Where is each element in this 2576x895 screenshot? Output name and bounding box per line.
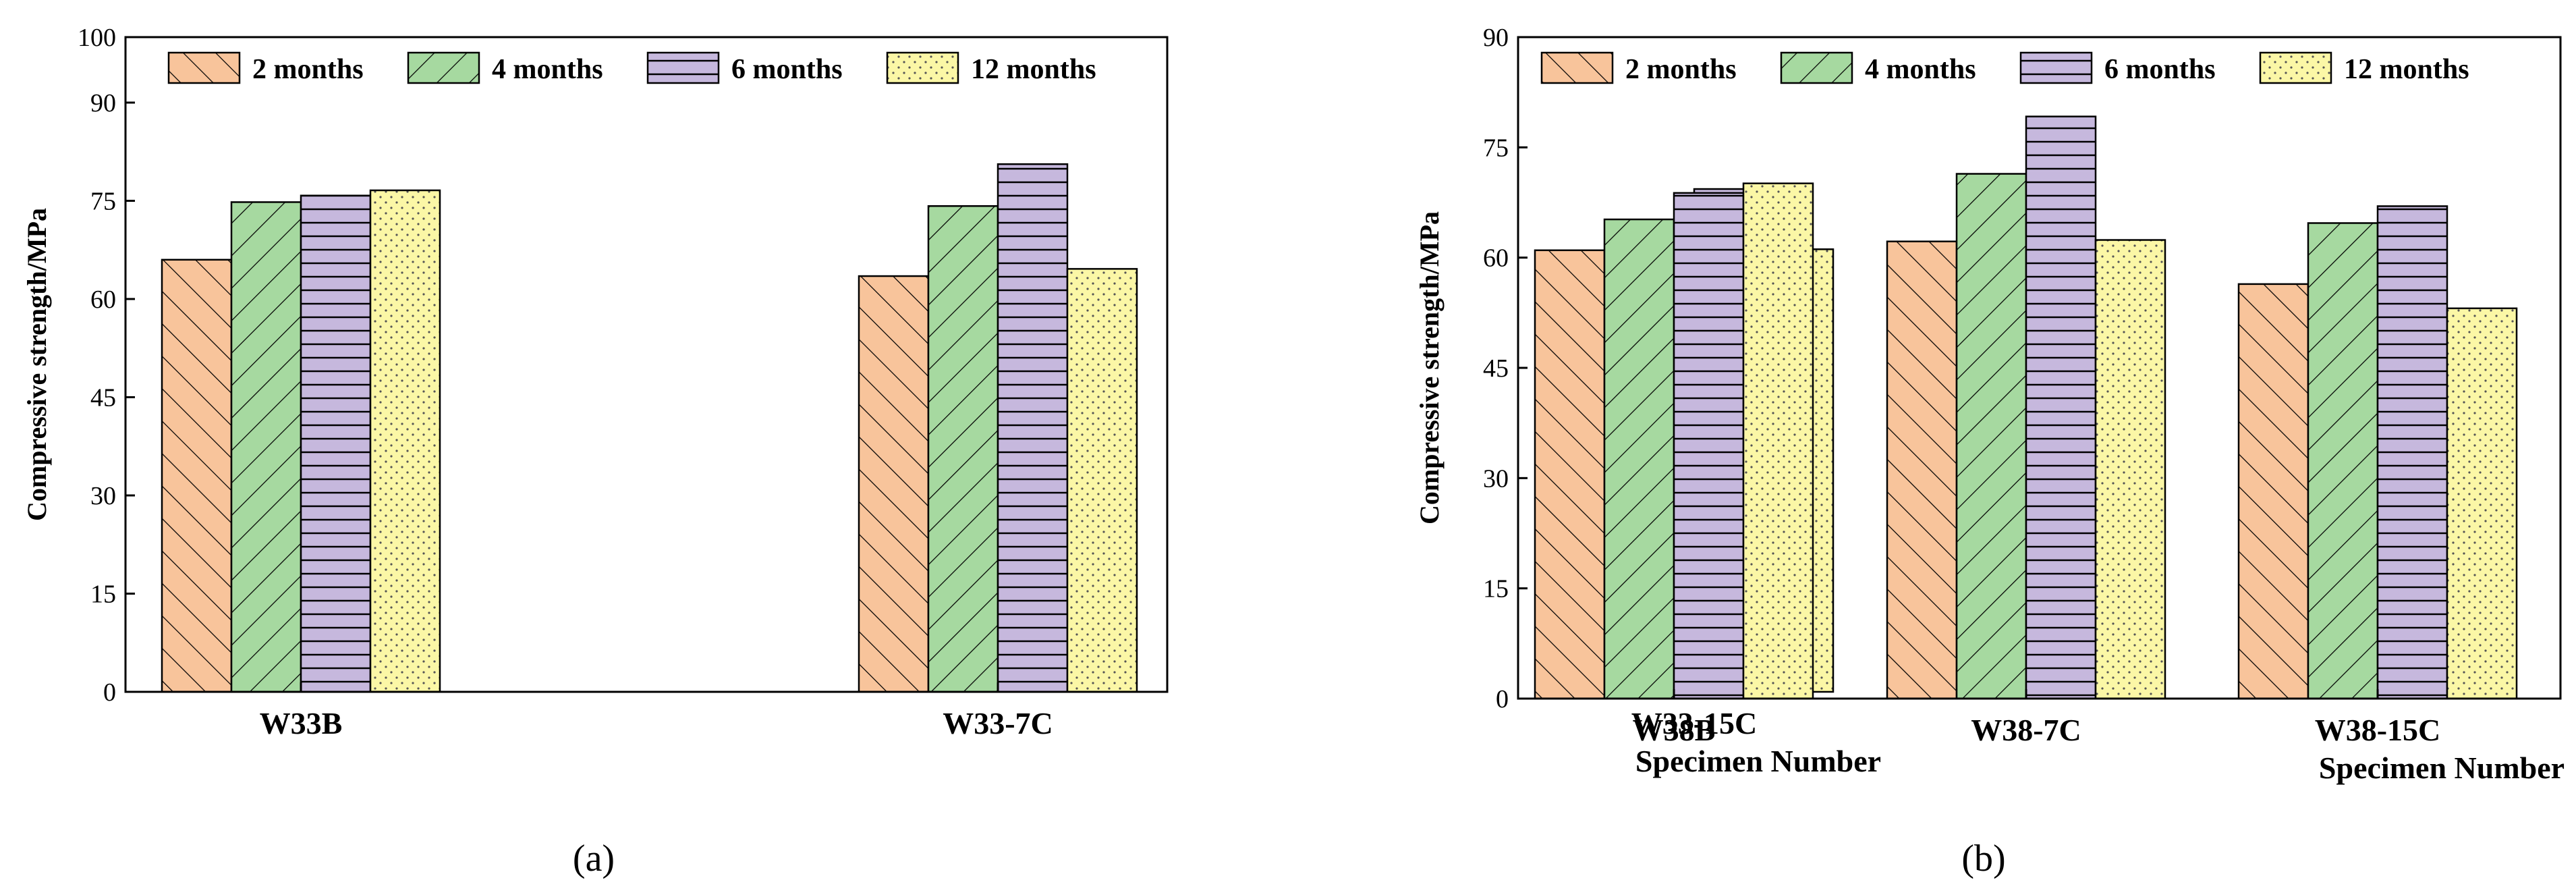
bar-w38-7c-4-months [1955, 173, 2027, 700]
chart-panel-b: 0 15 30 45 60 75 90 W38B W38-7C W38-15C Specimen N… [1414, 24, 2565, 879]
y-tick-label: 75 [1483, 134, 1509, 162]
bar-w33b-2-months [161, 259, 233, 693]
legend-swatch-2-months [1540, 51, 1614, 84]
y-tick-label: 75 [90, 188, 116, 216]
x-axis-title: Specimen Number [1635, 744, 1881, 778]
x-tick-label: W38B [1633, 713, 1716, 747]
legend-label: 2 months [1625, 54, 1737, 85]
bar-w38b-4-months [1603, 218, 1675, 700]
bar-w38b-6-months [1673, 192, 1745, 700]
bar-w33-7c-12-months [1066, 268, 1138, 693]
bar-w38-15c-6-months [2376, 205, 2448, 700]
y-tick-label: 15 [1483, 575, 1509, 603]
x-tick-label: W33-7C [943, 706, 1053, 740]
y-tick-label: 45 [1483, 354, 1509, 383]
legend-label: 4 months [1865, 54, 1976, 85]
bar-w33b-12-months [369, 189, 441, 693]
legend-swatch-6-months [646, 51, 720, 84]
bar-w38-15c-2-months [2237, 283, 2309, 700]
plot-frame [124, 36, 1169, 693]
legend-label: 12 months [971, 54, 1096, 85]
y-tick-label: 60 [1483, 244, 1509, 273]
bar-w38-7c-12-months [2094, 239, 2166, 700]
y-axis-title: Compressive strength/MPa [1414, 211, 1445, 524]
bar-w38-7c-6-months [2025, 115, 2097, 700]
x-tick-label: W33B [260, 706, 343, 740]
x-tick-label: W38-7C [1971, 713, 2081, 747]
y-tick-label: 15 [90, 580, 116, 609]
y-tick-label: 30 [90, 482, 116, 510]
legend-label: 12 months [2344, 54, 2469, 85]
y-tick-label: 0 [1496, 685, 1509, 713]
panel-label: (a) [573, 838, 615, 879]
bar-w38-15c-12-months [2446, 307, 2518, 700]
legend-swatch-12-months [886, 51, 959, 84]
bar-w33b-4-months [230, 201, 302, 693]
bar-w33-7c-2-months [858, 275, 930, 693]
bar-w33b-6-months [300, 194, 372, 693]
x-axis-title: Specimen Number [2319, 751, 2565, 785]
legend-swatch-6-months [2019, 51, 2093, 84]
panel-label: (b) [1961, 838, 2005, 879]
y-tick-label: 45 [90, 384, 116, 412]
legend-swatch-12-months [2259, 51, 2332, 84]
legend-swatch-2-months [167, 51, 241, 84]
x-tick-label: W38-15C [2315, 713, 2441, 747]
y-tick-label: 90 [90, 89, 116, 117]
y-tick-label: 0 [103, 678, 116, 707]
y-tick-label: 60 [90, 286, 116, 314]
y-tick-label: 90 [1483, 24, 1509, 52]
y-tick-label: 100 [78, 24, 116, 52]
y-tick-label: 30 [1483, 464, 1509, 493]
legend-swatch-4-months [1780, 51, 1853, 84]
legend-label: 6 months [731, 54, 843, 85]
bar-w33-7c-4-months [927, 205, 999, 693]
bar-w33-7c-6-months [997, 163, 1069, 693]
bar-w38b-12-months [1742, 182, 1814, 700]
bar-w38-15c-4-months [2307, 222, 2379, 700]
legend-label: 2 months [252, 54, 364, 85]
legend-label: 6 months [2104, 54, 2216, 85]
bar-w38-7c-2-months [1886, 240, 1958, 700]
legend-label: 4 months [492, 54, 603, 85]
y-axis-title: Compressive strength/MPa [22, 208, 52, 521]
bar-w38b-2-months [1534, 249, 1606, 700]
x-tick-label: W33-15C [1631, 706, 1758, 740]
legend-swatch-4-months [407, 51, 480, 84]
